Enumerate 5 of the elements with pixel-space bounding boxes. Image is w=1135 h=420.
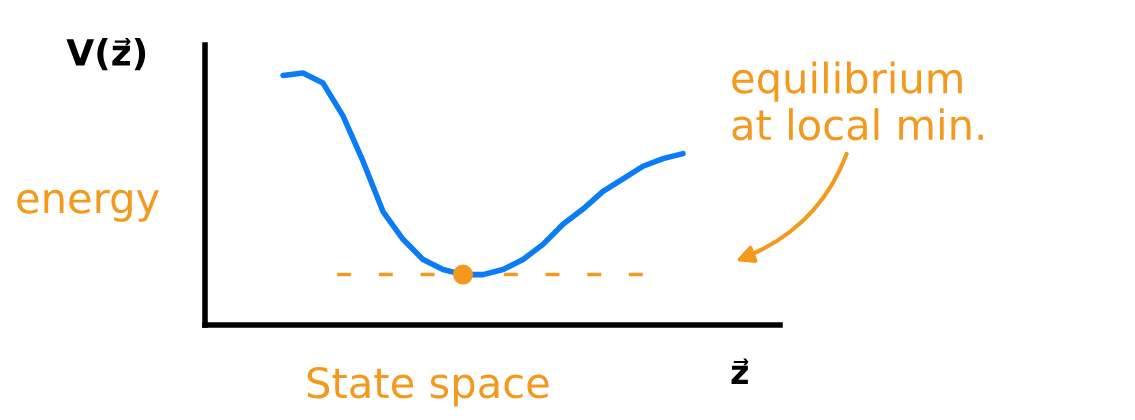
text: State space	[307, 366, 549, 407]
y-axis-title: V(z⃗)	[66, 38, 146, 71]
text: energy	[17, 189, 159, 222]
text: equilibrium at local min.	[732, 61, 983, 141]
x-axis-title: z⃗	[731, 358, 749, 384]
